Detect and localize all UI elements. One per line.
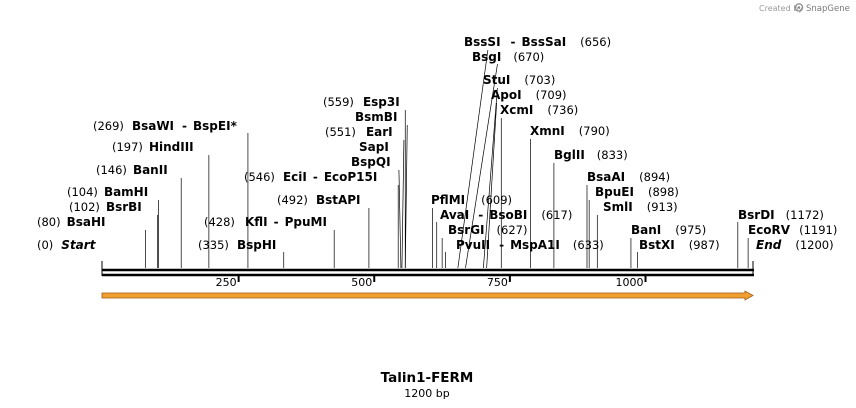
site-label-bani[interactable]: BanI (975)	[631, 223, 706, 237]
site-label-bsahi[interactable]: (80) BsaHI	[37, 215, 106, 229]
ruler-tick-label: 1000	[616, 276, 644, 289]
site-label-bsrbi[interactable]: (102) BsrBI	[69, 200, 142, 214]
site-label-pflmi[interactable]: PflMI (609)	[431, 193, 512, 207]
site-label-bsrdi[interactable]: BsrDI (1172)	[738, 208, 824, 222]
site-label-bsaai[interactable]: BsaAI (894)	[587, 170, 670, 184]
branding-created-by: Created by	[759, 4, 803, 13]
site-label-xcmi[interactable]: XcmI (736)	[500, 103, 578, 117]
ruler-tick-label: 250	[216, 276, 237, 289]
start-text: Start	[61, 238, 96, 252]
site-label-esp3i[interactable]: (559) Esp3I	[323, 95, 400, 109]
end-label[interactable]: End (1200)	[756, 238, 834, 252]
site-label-apoi[interactable]: ApoI (709)	[491, 88, 567, 102]
ruler-tick-label: 500	[351, 276, 372, 289]
site-line	[404, 124, 408, 269]
start-label[interactable]: (0) Start	[37, 238, 97, 252]
site-label-stui[interactable]: StuI (703)	[483, 73, 555, 87]
end-text: End	[756, 238, 782, 252]
site-line	[465, 63, 498, 269]
site-label-ecii-ecop15i[interactable]: (546) EciI - EcoP15I	[244, 170, 377, 184]
branding-product[interactable]: SnapGene	[806, 4, 850, 14]
site-line	[398, 169, 402, 269]
site-label-bstxi[interactable]: BstXI (987)	[639, 238, 720, 252]
site-label-bspqi[interactable]: BspQI	[351, 155, 391, 169]
sequence-length: 1200 bp	[404, 387, 449, 400]
site-label-ecorv[interactable]: EcoRV (1191)	[748, 223, 837, 237]
site-label-smli[interactable]: SmlI (913)	[603, 200, 678, 214]
snapgene-logo-icon	[794, 3, 804, 12]
site-line	[457, 49, 489, 269]
site-label-pvuii-mspa1i[interactable]: PvuII - MspA1I (633)	[456, 238, 604, 252]
site-label-bsssi-bsssai[interactable]: BssSI - BssSaI (656)	[464, 35, 611, 49]
sequence-name: Talin1-FERM	[381, 370, 474, 386]
ruler-tick-label: 750	[487, 276, 508, 289]
site-label-xmni[interactable]: XmnI (790)	[530, 124, 610, 138]
end-position: (1200)	[795, 238, 833, 252]
site-label-bsrgi[interactable]: BsrGI (627)	[448, 223, 527, 237]
site-label-hindiii[interactable]: (197) HindIII	[112, 140, 194, 154]
orf-feature-arrow[interactable]	[101, 290, 754, 301]
site-label-bstapi[interactable]: (492) BstAPI	[277, 193, 361, 207]
start-position: (0)	[37, 238, 53, 252]
site-label-bsmbi[interactable]: BsmBI	[355, 110, 397, 124]
ruler: 250 500 750 1000	[216, 276, 647, 289]
site-line	[401, 139, 405, 269]
site-line	[486, 102, 497, 269]
site-line	[483, 87, 498, 269]
site-label-bpuei[interactable]: BpuEI (898)	[595, 185, 679, 199]
site-label-kfli-ppumi[interactable]: (428) KflI - PpuMI	[204, 215, 327, 229]
site-label-bsawi-bspei[interactable]: (269) BsaWI - BspEI*	[93, 119, 238, 133]
site-label-bamhi[interactable]: (104) BamHI	[67, 185, 148, 199]
site-label-eari[interactable]: (551) EarI	[325, 125, 393, 139]
site-label-bsphi[interactable]: (335) BspHI	[198, 238, 276, 252]
site-label-bsgi[interactable]: BsgI (670)	[472, 50, 544, 64]
site-label-sapi[interactable]: SapI	[359, 140, 389, 154]
site-label-banii[interactable]: (146) BanII	[96, 163, 168, 177]
site-labels: (0) Start End (1200) (80) BsaHI (102) BsrBI …	[37, 35, 837, 252]
site-label-bglii[interactable]: BglII (833)	[554, 148, 628, 162]
site-lines	[145, 49, 749, 269]
site-label-avai-bsobi[interactable]: AvaI - BsoBI (617)	[440, 208, 572, 222]
